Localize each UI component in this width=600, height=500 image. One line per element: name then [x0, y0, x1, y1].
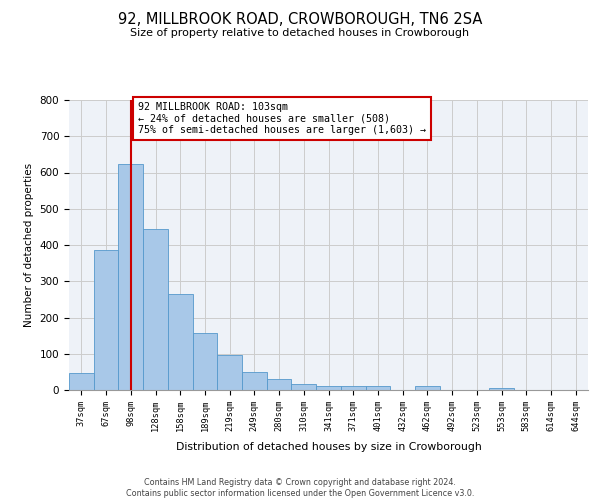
Bar	[69, 372, 94, 390]
Bar	[267, 379, 292, 390]
Bar	[217, 355, 242, 390]
Bar	[415, 386, 440, 390]
Y-axis label: Number of detached properties: Number of detached properties	[24, 163, 34, 327]
Bar	[292, 384, 316, 390]
Bar	[365, 386, 390, 390]
Bar	[168, 294, 193, 390]
Bar	[94, 250, 118, 390]
Bar	[143, 230, 168, 390]
Text: Distribution of detached houses by size in Crowborough: Distribution of detached houses by size …	[176, 442, 482, 452]
Bar	[118, 164, 143, 390]
Bar	[341, 386, 365, 390]
Text: Size of property relative to detached houses in Crowborough: Size of property relative to detached ho…	[130, 28, 470, 38]
Text: 92, MILLBROOK ROAD, CROWBOROUGH, TN6 2SA: 92, MILLBROOK ROAD, CROWBOROUGH, TN6 2SA	[118, 12, 482, 28]
Bar	[489, 388, 514, 390]
Bar	[242, 372, 267, 390]
Bar	[316, 386, 341, 390]
Bar	[193, 333, 217, 390]
Text: 92 MILLBROOK ROAD: 103sqm
← 24% of detached houses are smaller (508)
75% of semi: 92 MILLBROOK ROAD: 103sqm ← 24% of detac…	[138, 102, 426, 135]
Text: Contains HM Land Registry data © Crown copyright and database right 2024.
Contai: Contains HM Land Registry data © Crown c…	[126, 478, 474, 498]
